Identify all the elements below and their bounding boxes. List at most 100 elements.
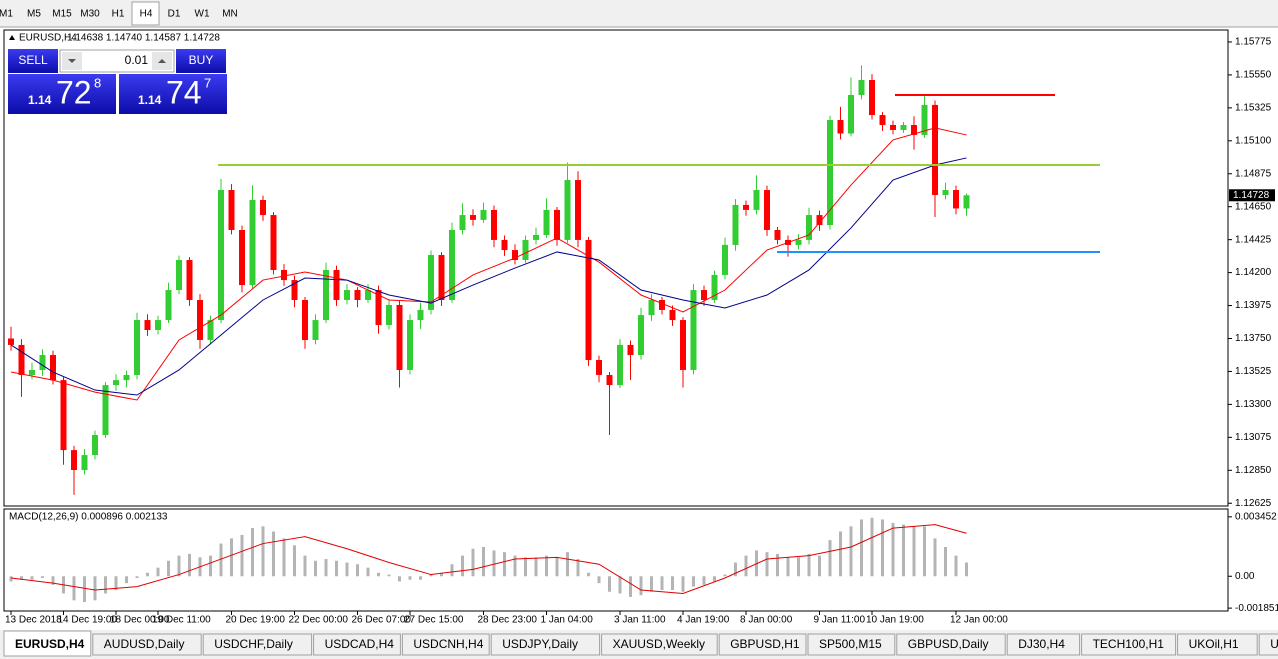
y-tick-label: 1.14875 — [1235, 168, 1272, 179]
candle-body — [291, 280, 298, 300]
x-tick-label: 18 Dec 00:00 — [110, 615, 170, 626]
candle-body — [816, 215, 823, 226]
tab[interactable] — [401, 633, 490, 656]
candle-body — [701, 290, 707, 300]
y-tick-label: 1.15550 — [1235, 70, 1272, 81]
candle-body — [617, 344, 623, 386]
candle-body — [449, 229, 455, 300]
tab[interactable] — [92, 633, 202, 656]
x-tick-label: 26 Dec 07:00 — [352, 615, 412, 626]
ask-big: 1.14 — [138, 93, 162, 107]
macd-bar — [902, 524, 905, 577]
timeframe-button[interactable] — [160, 2, 187, 25]
x-tick-label: 14 Dec 19:00 — [58, 615, 118, 626]
timeframe-button[interactable] — [0, 2, 19, 25]
macd-bar — [345, 562, 349, 577]
candle-body — [260, 199, 266, 216]
ask-pips: 74 — [166, 74, 202, 110]
macd-bar — [272, 531, 275, 577]
y-tick-label: 1.14650 — [1235, 201, 1272, 212]
timeframe-label: M30 — [80, 9, 100, 20]
candle-body — [596, 360, 602, 375]
tab[interactable] — [3, 630, 92, 657]
symbol-title: EURUSD,H4 — [19, 33, 77, 44]
timeframe-button[interactable] — [48, 2, 75, 25]
sell-button[interactable] — [8, 49, 58, 73]
candle-body — [354, 290, 361, 300]
candle-body — [743, 204, 749, 210]
macd-bar — [461, 555, 464, 577]
candle-body — [732, 204, 739, 245]
macd-bar — [566, 552, 569, 577]
tab[interactable] — [490, 633, 601, 656]
buy-button[interactable] — [176, 49, 226, 73]
candle-body — [323, 269, 329, 321]
macd-bar — [146, 572, 149, 577]
candle-body — [932, 104, 938, 195]
timeframe-label: M15 — [52, 9, 72, 20]
tab[interactable] — [1006, 633, 1081, 656]
candle-body — [585, 239, 592, 361]
candle-body — [281, 269, 287, 281]
macd-bar — [188, 553, 191, 577]
candle-body — [396, 304, 403, 370]
tab[interactable] — [896, 633, 1006, 656]
timeframe-button[interactable] — [104, 2, 131, 25]
macd-bar — [251, 528, 254, 577]
tab[interactable] — [807, 633, 896, 656]
macd-bar — [282, 538, 286, 577]
candle-body — [491, 209, 497, 240]
lot-input[interactable] — [59, 49, 175, 73]
macd-bar — [314, 560, 317, 577]
candle-body — [50, 355, 56, 381]
timeframe-button[interactable] — [188, 2, 215, 25]
macd-bar — [492, 550, 496, 577]
tab[interactable] — [718, 633, 807, 656]
timeframe-label: M5 — [27, 9, 41, 20]
candle-body — [176, 260, 182, 291]
y-tick-label: 1.13750 — [1235, 333, 1272, 344]
tab[interactable] — [1258, 633, 1278, 656]
macd-bar — [398, 576, 401, 582]
macd-bar — [450, 564, 454, 577]
candle-body — [386, 304, 392, 326]
bid-point: 8 — [94, 75, 101, 90]
candle-body — [869, 80, 875, 116]
candle-body — [837, 120, 844, 134]
candle-body — [627, 344, 634, 356]
candle-body — [270, 215, 277, 270]
candle-body — [333, 269, 340, 300]
candle-body — [249, 199, 256, 286]
tab[interactable] — [202, 633, 313, 656]
candle-body — [71, 450, 77, 471]
candle-body — [848, 94, 854, 134]
collapse-icon[interactable] — [9, 35, 15, 40]
ask-box[interactable] — [119, 74, 227, 114]
timeframe-button[interactable] — [216, 2, 243, 25]
tab[interactable] — [1177, 633, 1258, 656]
tab[interactable] — [601, 633, 718, 656]
macd-bar — [954, 555, 958, 577]
candle-body — [438, 255, 445, 300]
candle-body — [123, 374, 130, 381]
candle-body — [774, 229, 781, 240]
timeframe-button[interactable] — [76, 2, 103, 25]
macd-bar — [419, 576, 422, 580]
candle-body — [459, 215, 466, 230]
up-arrow — [158, 59, 166, 63]
timeframe-button[interactable] — [20, 2, 47, 25]
timeframe-button[interactable] — [131, 1, 160, 26]
macd-bar — [20, 576, 23, 580]
bid-box[interactable] — [8, 74, 116, 114]
candle-body — [407, 320, 413, 370]
tab[interactable] — [1081, 633, 1177, 656]
candle-body — [680, 320, 686, 370]
tab[interactable] — [313, 633, 401, 656]
timeframe-label: W1 — [195, 9, 210, 20]
macd-bar — [513, 555, 517, 577]
x-tick-label: 22 Dec 00:00 — [289, 615, 349, 626]
lot-value: 0.01 — [125, 53, 149, 67]
